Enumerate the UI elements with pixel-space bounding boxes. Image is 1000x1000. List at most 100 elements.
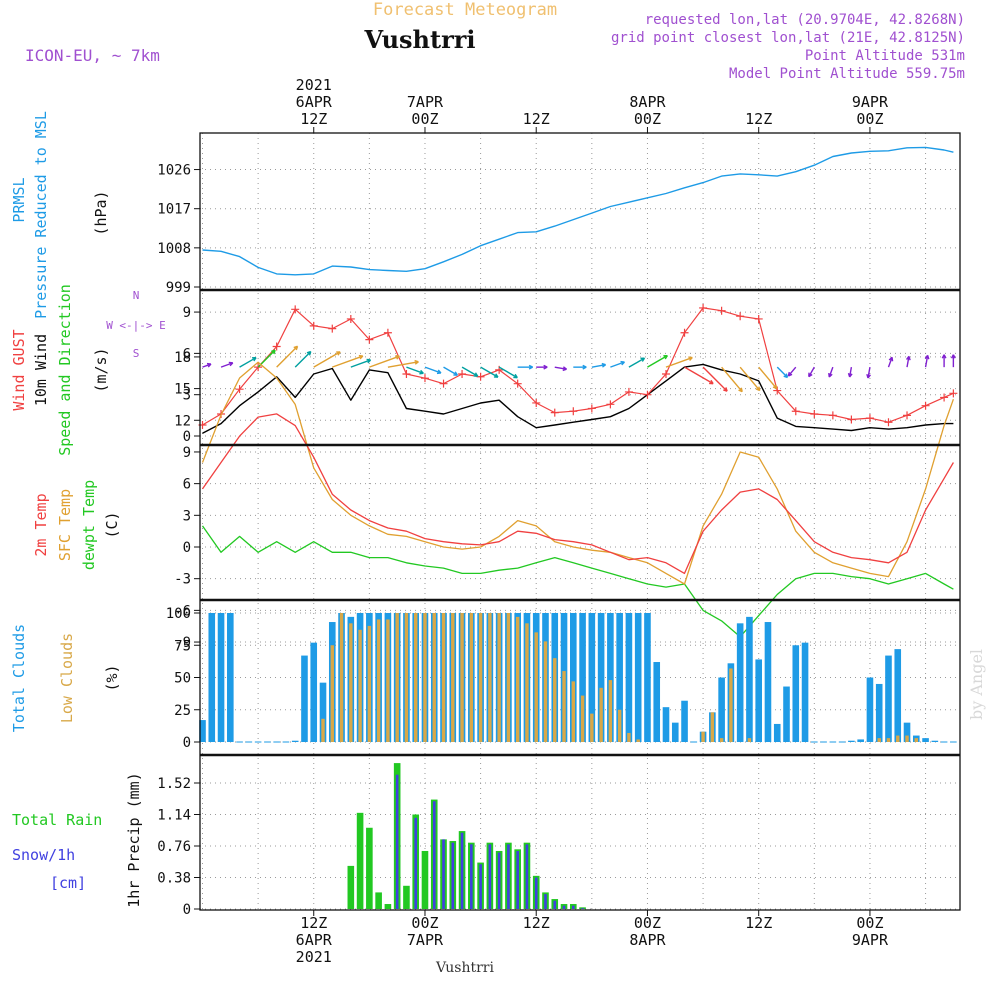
temp-tick-label: 18 — [174, 350, 191, 366]
top-time-label: 12Z — [745, 110, 772, 128]
gust-marker — [828, 411, 837, 420]
wind-direction-arrowhead — [252, 356, 257, 362]
gust-marker — [884, 418, 893, 427]
wind-direction-arrow — [924, 355, 929, 368]
temp-sfc-label: SFC Temp — [56, 489, 74, 561]
total-clouds-bar — [644, 613, 651, 742]
wind-direction-arrow — [350, 359, 371, 368]
top-time-label: 12Z — [300, 110, 327, 128]
wind-direction-arrowhead — [787, 371, 793, 377]
bottom-time-label: 6APR — [296, 931, 333, 949]
gust-marker — [847, 415, 856, 424]
clouds-tick-label: 0 — [183, 735, 191, 751]
low-clouds-bar — [395, 613, 399, 742]
gust-marker — [680, 328, 689, 337]
snow-bar — [525, 844, 529, 909]
snow-bar — [451, 842, 455, 909]
total-clouds-bar — [588, 613, 596, 742]
wind-direction-arrow — [443, 366, 458, 376]
low-clouds-bar — [636, 739, 640, 742]
rain-bar — [375, 892, 382, 909]
gust-marker — [402, 370, 411, 379]
dewpt-line — [201, 525, 954, 638]
snow-bar — [432, 801, 436, 909]
total-clouds-bar — [866, 677, 874, 742]
total-clouds-bar — [801, 642, 809, 742]
low-clouds-bar — [451, 613, 455, 742]
precip-tick-label: 1.14 — [157, 807, 191, 823]
pressure-label-2: Pressure Reduced to MSL — [32, 111, 50, 319]
pressure-tick-label: 1008 — [157, 241, 191, 257]
gust-marker — [365, 335, 374, 344]
gust-marker — [328, 324, 337, 333]
total-clouds-bar — [746, 616, 753, 742]
snow-bar — [460, 832, 464, 909]
model-altitude: Model Point Altitude 559.75m — [729, 66, 965, 82]
gust-marker — [532, 398, 541, 407]
snow-bar — [534, 877, 538, 909]
total-clouds-bar — [848, 740, 855, 742]
wind-gust-label: Wind GUST — [10, 329, 28, 410]
gust-marker — [291, 305, 300, 314]
grid-point-coords: grid point closest lon,lat (21E, 42.8125… — [611, 30, 965, 46]
wind-direction-arrow — [808, 366, 815, 378]
low-clouds-bar — [423, 613, 427, 742]
temp-unit: (C) — [103, 511, 121, 538]
snow-unit-label: [cm] — [50, 874, 86, 892]
temp-tick-label: -6 — [174, 603, 191, 619]
top-time-label: 7APR — [407, 93, 444, 111]
wind-direction-arrowhead — [828, 372, 833, 378]
wind-direction-arrowhead — [738, 387, 743, 393]
wind-direction-arrow — [369, 355, 400, 368]
temp-tick-label: 15 — [174, 382, 191, 398]
wind-direction-arrowhead — [543, 364, 548, 370]
low-clouds-bar — [515, 616, 520, 742]
temp-dewpt-label: dewpt Temp — [80, 480, 98, 570]
pressure-label-1: PRMSL — [10, 177, 28, 222]
low-clouds-bar — [914, 738, 918, 742]
total-clouds-bar — [570, 613, 577, 742]
total-clouds-bar — [653, 662, 661, 742]
product-title: Forecast Meteogram — [373, 0, 557, 20]
low-clouds-bar — [441, 613, 446, 742]
wind-direction-arrow — [906, 356, 910, 368]
snow-bar — [488, 844, 492, 909]
wind-speed-dir-label: Speed and Direction — [56, 284, 74, 456]
low-clouds-bar — [506, 613, 511, 742]
wind-unit: (m/s) — [92, 347, 110, 392]
wind-direction-arrowhead — [366, 358, 372, 364]
total-clouds-bar — [634, 613, 642, 742]
gust-marker — [439, 379, 448, 388]
low-clouds-bar — [599, 687, 603, 742]
wind-direction-arrowhead — [663, 354, 668, 360]
wind-direction-arrow — [239, 357, 257, 368]
wind-direction-arrowhead — [847, 372, 853, 378]
wind-direction-arrow — [887, 357, 893, 368]
total-rain-label: Total Rain — [12, 811, 102, 829]
low-clouds-bar — [386, 619, 390, 742]
gust-marker — [736, 312, 745, 321]
rain-bar — [356, 812, 364, 909]
total-clouds-bar — [718, 677, 725, 742]
snow-bar — [516, 850, 519, 909]
wind-direction-arrow — [220, 362, 234, 368]
gust-marker — [903, 411, 912, 420]
model-label: ICON-EU, ~ 7km — [25, 46, 160, 65]
total-clouds-bar — [931, 740, 939, 742]
low-clouds-bar — [571, 681, 575, 742]
wind-direction-arrowhead — [562, 366, 567, 372]
gust-marker — [921, 401, 930, 410]
snow-bar — [497, 852, 501, 909]
wind-direction-arrow — [684, 366, 714, 385]
gust-marker — [569, 407, 578, 416]
precip-tick-label: 0.76 — [157, 839, 191, 855]
wind-direction-arrowhead — [419, 369, 424, 375]
total-clouds-bar — [755, 659, 762, 742]
rain-bar — [384, 904, 392, 909]
total-clouds-bar — [736, 623, 744, 742]
gust-marker — [662, 370, 670, 379]
total-clouds-bar — [922, 738, 929, 742]
wind-direction-arrow — [424, 366, 442, 374]
wind-direction-arrow — [591, 364, 606, 368]
snow-bar — [544, 894, 547, 909]
